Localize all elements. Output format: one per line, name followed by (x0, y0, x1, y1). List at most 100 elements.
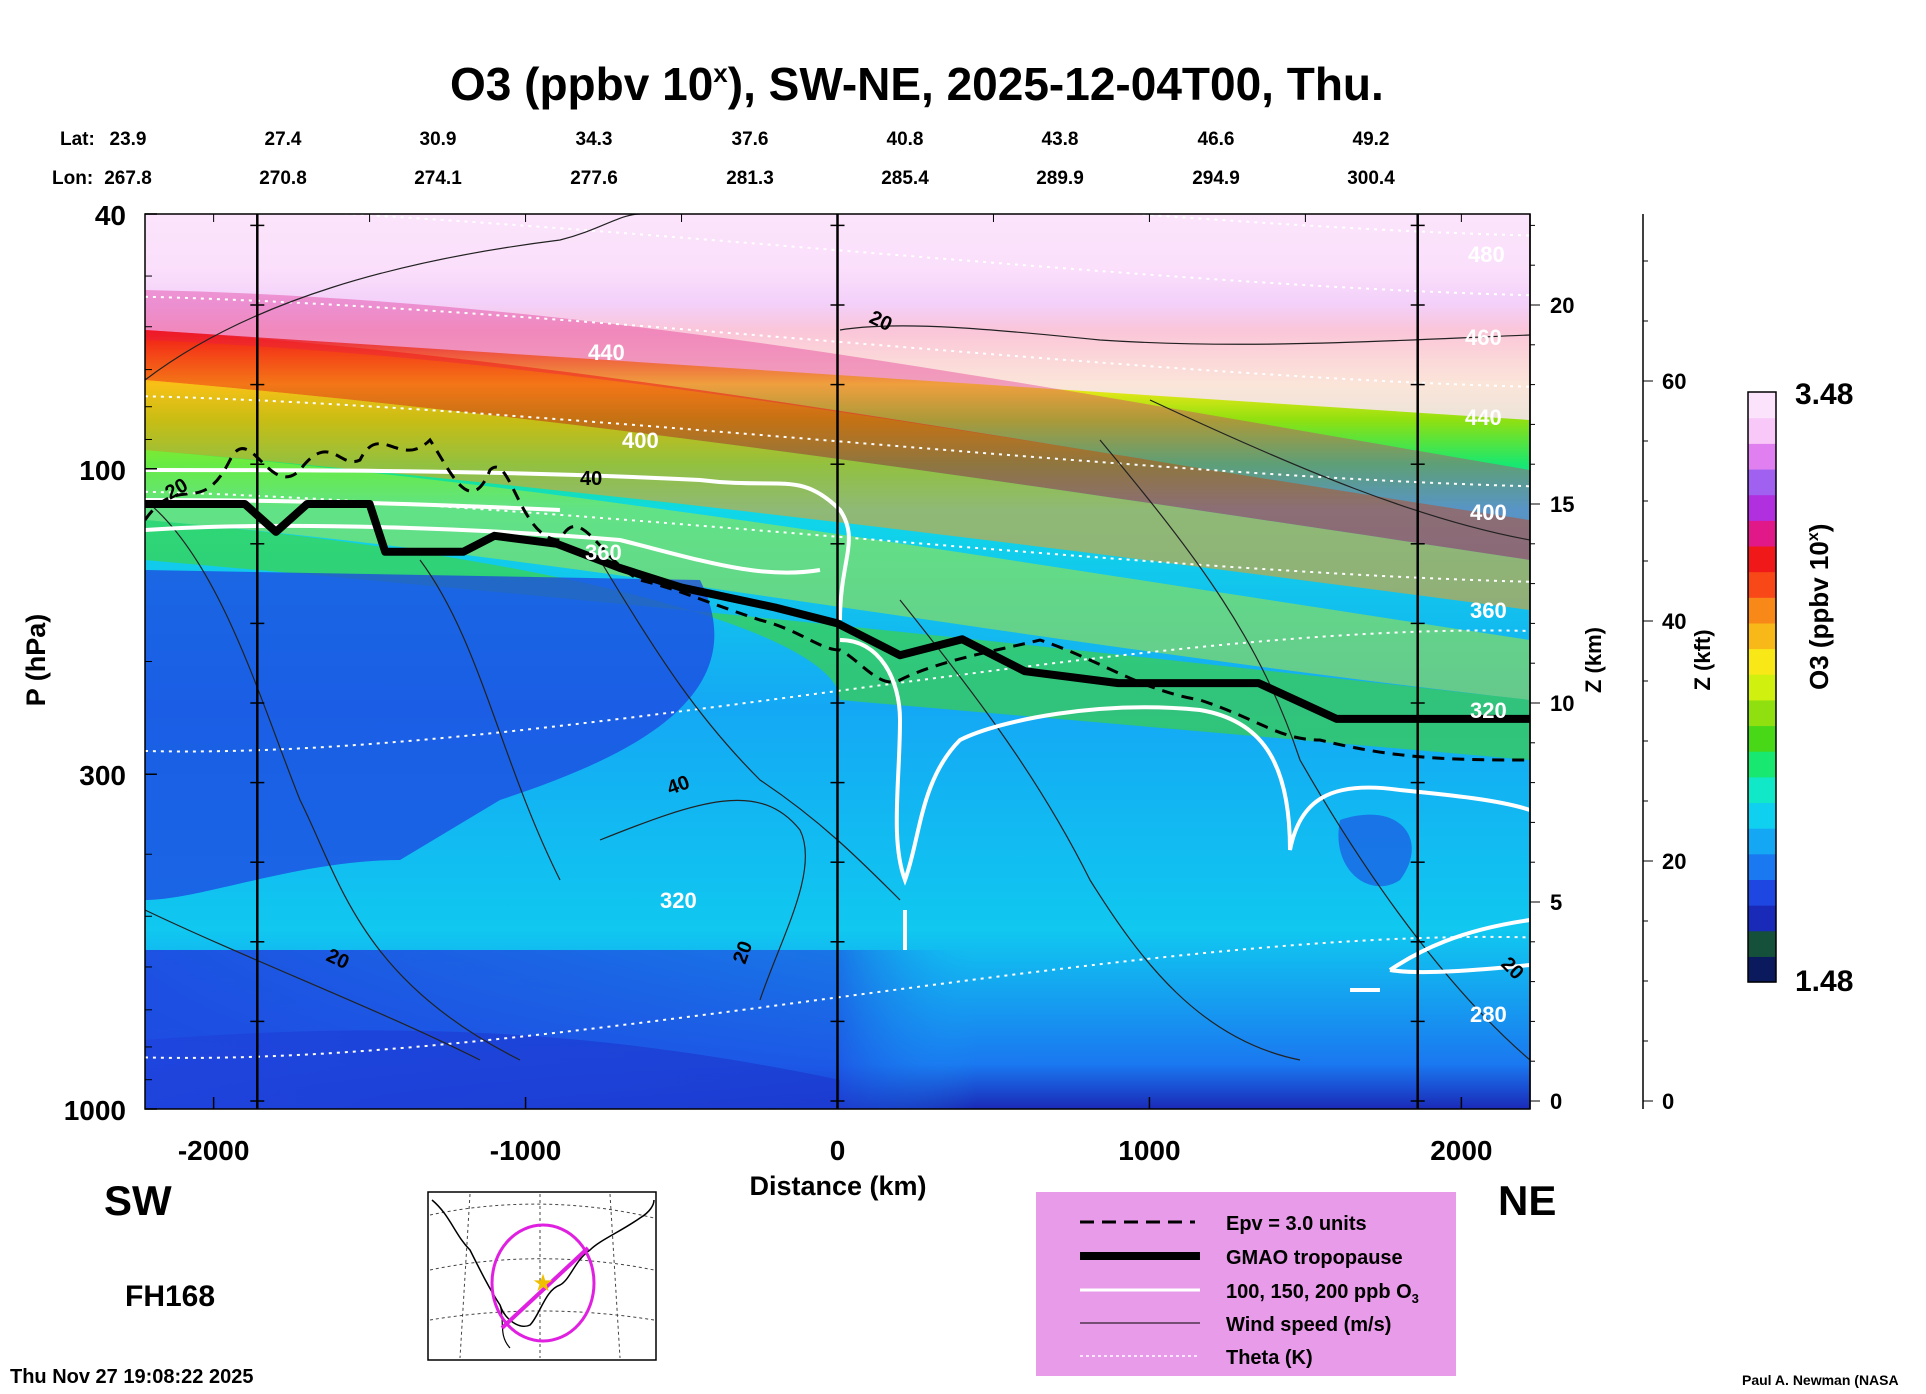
z-km-tick-label: 20 (1550, 293, 1574, 318)
lat-value: 27.4 (265, 129, 302, 150)
theta-label: 360 (1470, 598, 1507, 623)
colorbar-swatch (1748, 879, 1776, 906)
colorbar-swatch (1748, 392, 1776, 419)
colorbar-swatch (1748, 622, 1776, 650)
colorbar-swatch (1748, 956, 1776, 983)
colorbar-swatch (1748, 417, 1776, 444)
colorbar-label: O3 (ppbv 10x) (1804, 524, 1834, 690)
colorbar-swatch (1748, 494, 1776, 521)
z-kft-label: Z (kft) (1690, 629, 1715, 690)
theta-label: 480 (1468, 242, 1505, 267)
colorbar-frame (1747, 391, 1777, 983)
lon-value: 274.1 (414, 168, 462, 189)
colorbar-swatch (1748, 571, 1776, 598)
legend: Epv = 3.0 units GMAO tropopause 100, 150… (1036, 1192, 1456, 1376)
lat-value: 46.6 (1198, 129, 1235, 150)
author-credit: Paul A. Newman (NASA (1742, 1372, 1899, 1388)
map-inset: ★ (427, 1191, 657, 1361)
colorbar-swatch (1748, 776, 1776, 804)
colorbar-swatch (1748, 828, 1776, 855)
z-kft-tick-label: 60 (1662, 369, 1686, 394)
theta-label: 460 (1465, 325, 1502, 350)
lon-value: 300.4 (1347, 168, 1395, 189)
x-axis-label: Distance (km) (749, 1171, 926, 1201)
legend-item: Wind speed (m/s) (1226, 1314, 1391, 1336)
colorbar-swatch (1748, 930, 1776, 957)
y-axis: 40 100 300 1000 (64, 200, 157, 1126)
y-tick-label: 300 (79, 760, 126, 791)
lat-label: Lat: (60, 129, 95, 150)
colorbar-swatch (1748, 648, 1776, 675)
theta-label: 440 (1465, 405, 1502, 430)
z-km-tick-label: 15 (1550, 492, 1574, 517)
x-tick-label: 0 (830, 1135, 846, 1166)
lon-value: 294.9 (1192, 168, 1240, 189)
colorbar-swatch (1748, 545, 1776, 573)
lat-lon-ticks: 23.9 27.4 30.9 34.3 37.6 40.8 43.8 46.6 49.2 267.… (104, 129, 1395, 189)
legend-item: GMAO tropopause (1226, 1247, 1403, 1269)
lon-label: Lon: (52, 168, 93, 189)
lon-value: 285.4 (881, 168, 929, 189)
theta-label: 320 (660, 888, 697, 913)
z-km-tick-label: 10 (1550, 691, 1574, 716)
theta-label: 400 (1470, 500, 1507, 525)
theta-label: 360 (585, 540, 622, 565)
z-km-tick-label: 5 (1550, 890, 1562, 915)
y-tick-label: 100 (79, 455, 126, 486)
theta-line (145, 629, 1530, 753)
lat-value: 49.2 (1353, 129, 1390, 150)
lon-value: 270.8 (259, 168, 307, 189)
lon-value: 281.3 (726, 168, 774, 189)
theta-contours (145, 214, 1530, 1059)
x-tick-label: 1000 (1118, 1135, 1180, 1166)
theta-label: 400 (622, 428, 659, 453)
colorbar (1747, 391, 1777, 983)
z-km-tick-label: 0 (1550, 1089, 1562, 1114)
gmao-tropopause (145, 500, 1530, 723)
x-axis: -2000 -1000 0 1000 2000 (178, 214, 1493, 1166)
forecast-hour: FH168 (125, 1280, 215, 1313)
map-center-star: ★ (532, 1270, 554, 1297)
colorbar-swatch (1748, 699, 1776, 727)
y-tick-label: 1000 (64, 1095, 126, 1126)
legend-item: 100, 150, 200 ppb O3 (1226, 1281, 1419, 1306)
legend-item: Theta (K) (1226, 1347, 1313, 1369)
z-kft-tick-label: 20 (1662, 849, 1686, 874)
colorbar-swatch (1748, 443, 1776, 470)
colorbar-swatch (1748, 725, 1776, 752)
theta-label: 280 (1470, 1002, 1507, 1027)
colorbar-min: 1.48 (1795, 965, 1853, 998)
timestamp: Thu Nov 27 19:08:22 2025 (10, 1366, 253, 1388)
y-axis-label: P (hPa) (21, 614, 51, 707)
x-tick-label: 2000 (1430, 1135, 1492, 1166)
lat-value: 30.9 (420, 129, 457, 150)
colorbar-swatch (1748, 751, 1776, 778)
colorbar-swatch (1748, 520, 1776, 547)
lon-value: 289.9 (1036, 168, 1084, 189)
theta-line (145, 935, 1530, 1059)
lat-value: 43.8 (1042, 129, 1079, 150)
lon-value: 277.6 (570, 168, 618, 189)
wind-label: 40 (580, 468, 602, 490)
lon-value: 267.8 (104, 168, 152, 189)
legend-item: Epv = 3.0 units (1226, 1213, 1367, 1235)
theta-labels: 480 460 440 440 400 400 360 360 320 320 280 (585, 242, 1507, 1027)
wind-contours (145, 214, 1530, 1061)
chart-title: O3 (ppbv 10x), SW-NE, 2025-12-04T00, Thu… (450, 58, 1384, 110)
colorbar-swatch (1748, 905, 1776, 932)
z-kft-tick-label: 0 (1662, 1089, 1674, 1114)
lat-value: 34.3 (576, 129, 613, 150)
x-tick-label: -2000 (178, 1135, 250, 1166)
colorbar-swatch (1748, 674, 1776, 701)
z-kft-axis: 60 40 20 0 (1642, 214, 1686, 1114)
z-kft-tick-label: 40 (1662, 609, 1686, 634)
y-tick-label: 40 (95, 200, 126, 231)
z-km-label: Z (km) (1581, 627, 1606, 693)
colorbar-swatch (1748, 597, 1776, 624)
colorbar-swatch (1748, 468, 1776, 496)
colorbar-swatch (1748, 853, 1776, 880)
colorbar-max: 3.48 (1795, 378, 1853, 411)
theta-label: 440 (588, 340, 625, 365)
lat-value: 40.8 (887, 129, 924, 150)
